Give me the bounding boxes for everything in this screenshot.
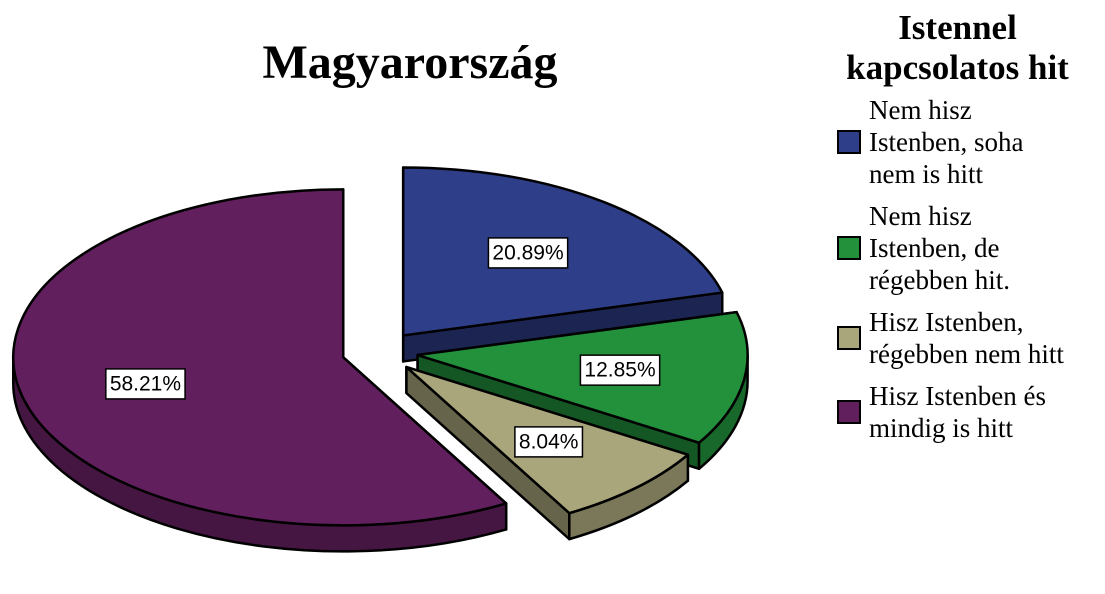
legend-item: Nem hisz Istenben, soha nem is hitt — [815, 94, 1100, 190]
pie-slice — [12, 188, 508, 527]
value-label-box — [487, 237, 569, 269]
legend-label: Nem hisz Istenben, de régebben hit. — [869, 201, 1010, 295]
legend-item: Hisz Istenben, régebben nem hitt — [815, 306, 1100, 370]
value-label: 58.21% — [110, 372, 181, 395]
chart-title: Magyarország — [262, 36, 557, 89]
legend: Istennel kapcsolatos hit Nem hisz Istenb… — [815, 8, 1100, 454]
legend-title: Istennel kapcsolatos hit — [846, 8, 1069, 87]
legend-swatch — [837, 236, 861, 260]
chart: Magyarország 20.89% 12.85% 8.04% 58.21% — [12, 36, 749, 553]
legend-swatch — [837, 130, 861, 154]
legend-item: Hisz Istenben és mindig is hitt — [815, 380, 1100, 444]
legend-swatch — [837, 400, 861, 424]
legend-label: Hisz Istenben, régebben nem hitt — [869, 307, 1064, 369]
legend-label: Nem hisz Istenben, soha nem is hitt — [869, 95, 1024, 189]
legend-swatch — [837, 326, 861, 350]
value-label-box — [514, 426, 584, 458]
value-label: 20.89% — [492, 241, 563, 264]
legend-label: Hisz Istenben és mindig is hitt — [869, 381, 1046, 443]
value-label: 12.85% — [584, 359, 655, 382]
value-label: 8.04% — [519, 430, 579, 453]
value-label-box — [105, 368, 186, 400]
legend-item: Nem hisz Istenben, de régebben hit. — [815, 200, 1100, 296]
value-label-box — [579, 354, 661, 386]
